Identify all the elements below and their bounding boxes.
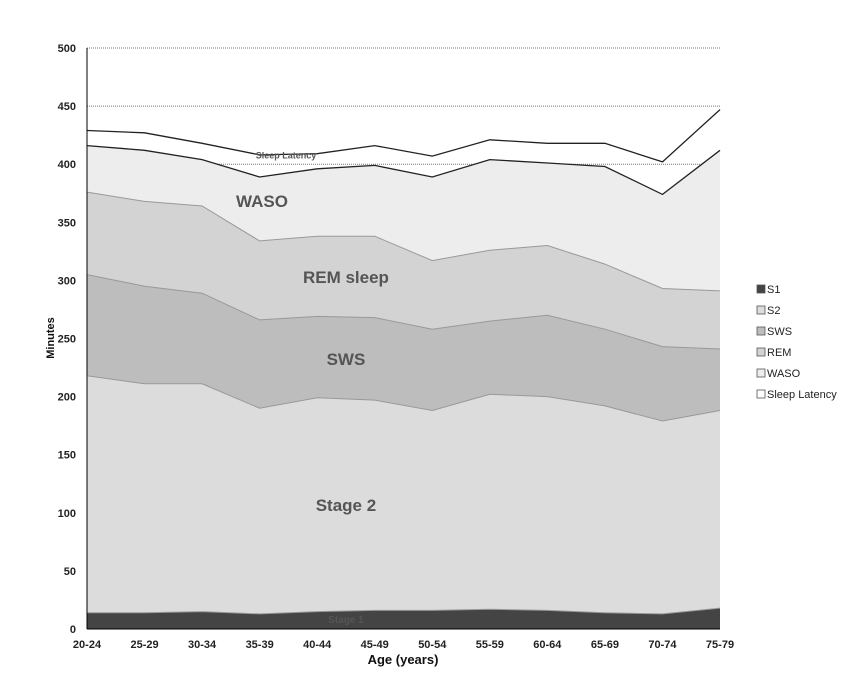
y-tick-label: 300: [58, 275, 76, 287]
annotation-stage-2: Stage 2: [316, 496, 376, 515]
area-waso: [87, 145, 720, 291]
stacked-areas: [86, 109, 721, 629]
legend-label-sws: SWS: [767, 326, 792, 338]
annotation-sleep-latency: Sleep Latency: [256, 151, 317, 161]
line-s1: [87, 607, 721, 615]
annotation-rem-sleep: REM sleep: [303, 268, 389, 287]
y-tick-label: 200: [58, 392, 76, 404]
y-tick-label: 0: [70, 624, 76, 636]
line-rem: [86, 191, 721, 292]
y-tick-label: 500: [58, 43, 76, 55]
y-tick-label: 50: [64, 566, 76, 578]
legend: S1 S2 SWS REM WASO Sleep Latency: [756, 284, 837, 401]
area-rem: [87, 192, 720, 349]
axes: [86, 48, 720, 630]
legend-label-waso: WASO: [767, 368, 801, 380]
x-tick-label: 65-69: [591, 639, 619, 651]
x-tick-label: 25-29: [130, 639, 158, 651]
x-tick-label: 35-39: [246, 639, 274, 651]
legend-swatch-sws: [756, 326, 766, 336]
line-s2: [86, 375, 721, 422]
legend-label-s1: S1: [767, 284, 780, 296]
x-tick-label: 40-44: [303, 639, 332, 651]
x-tick-label: 45-49: [361, 639, 389, 651]
annotation-sws: SWS: [327, 350, 366, 369]
y-tick-label: 250: [58, 334, 76, 346]
y-tick-label: 100: [58, 508, 76, 520]
legend-swatch-rem: [756, 347, 766, 357]
x-tick-label: 30-34: [188, 639, 217, 651]
y-tick-labels: 0 50 100 150 200 250 300 350 400 450 500: [58, 43, 76, 636]
y-tick-label: 400: [58, 159, 76, 171]
legend-swatch-sleep-latency: [756, 389, 766, 399]
x-tick-label: 60-64: [533, 639, 562, 651]
line-waso: [86, 144, 721, 196]
annotation-stage-1: Stage 1: [328, 615, 364, 626]
y-tick-label: 350: [58, 217, 76, 229]
annotation-waso: WASO: [236, 192, 288, 211]
area-s2: [87, 375, 720, 614]
x-tick-label: 20-24: [73, 639, 102, 651]
legend-swatch-s1: [756, 284, 766, 294]
legend-swatch-waso: [756, 368, 766, 378]
x-tick-label: 75-79: [706, 639, 734, 651]
y-tick-label: 450: [58, 101, 76, 113]
x-tick-labels: 20-24 25-29 30-34 35-39 40-44 45-49 50-54 55-59…: [73, 639, 734, 651]
x-tick-label: 55-59: [476, 639, 504, 651]
x-tick-label: 50-54: [418, 639, 447, 651]
line-sleep-latency: [86, 109, 721, 163]
area-s1: [87, 608, 720, 629]
x-axis-title: Age (years): [368, 652, 439, 667]
legend-swatch-s2: [756, 305, 766, 315]
line-sws: [86, 274, 721, 350]
area-sws: [87, 274, 720, 421]
y-axis-title: Minutes: [45, 317, 57, 359]
legend-label-sleep-latency: Sleep Latency: [767, 389, 837, 401]
y-tick-label: 150: [58, 450, 76, 462]
legend-label-s2: S2: [767, 305, 780, 317]
legend-label-rem: REM: [767, 347, 791, 359]
x-tick-label: 70-74: [648, 639, 677, 651]
area-annotations: Stage 1 Stage 2 SWS REM sleep WASO Sleep Late…: [236, 151, 389, 627]
